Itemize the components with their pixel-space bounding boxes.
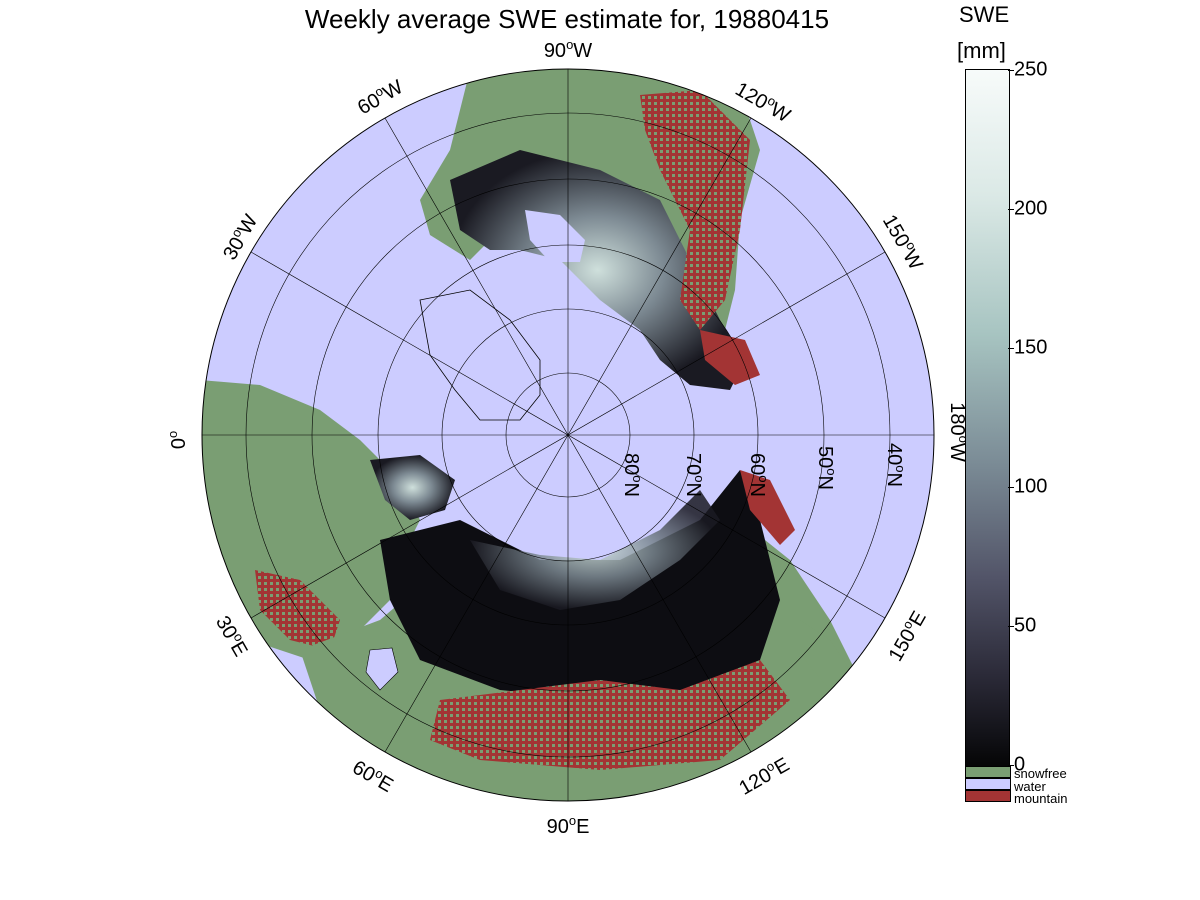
himalaya-mountain	[430, 660, 790, 770]
lon-label-90e: 90oE	[546, 813, 590, 838]
lon-label-90w: 90oW	[543, 37, 593, 62]
legend-swatch-snowfree	[965, 766, 1011, 778]
lat-label-60n: 60oN	[746, 453, 771, 497]
legend-swatch-mountain	[965, 790, 1011, 802]
siberia-deep-snow	[470, 490, 720, 610]
europe-snowfree	[202, 380, 420, 660]
graticule	[202, 69, 934, 801]
swe-colorbar	[965, 69, 1010, 767]
colorbar-unit-line2: [mm]	[957, 38, 1006, 63]
colorbar-unit-line1: SWE	[959, 2, 1010, 27]
greenland	[419, 289, 541, 421]
lat-label-70n: 70oN	[682, 453, 707, 497]
polar-map	[201, 68, 935, 802]
caspian-sea	[365, 647, 399, 691]
rockies-mountain	[640, 90, 750, 330]
lat-label-40n: 40oN	[883, 443, 908, 487]
colorbar-tick-mark	[1008, 348, 1014, 349]
colorbar-tick-mark	[1008, 209, 1014, 210]
colorbar-tick-label: 0	[1014, 753, 1026, 776]
lat-label-50n: 50oN	[814, 446, 839, 490]
hudson-bay	[525, 210, 585, 262]
lon-label-0: 0o	[165, 430, 190, 450]
colorbar-tick-label: 150	[1014, 336, 1048, 359]
colorbar-tick-mark	[1008, 765, 1014, 766]
legend-label-water: water	[1014, 779, 1046, 794]
japan	[800, 620, 850, 690]
kamchatka-mountain	[740, 470, 795, 545]
colorbar-tick-label: 200	[1014, 197, 1048, 220]
legend-label-mountain: mountain	[1014, 791, 1068, 806]
colorbar-tick-mark	[1008, 70, 1014, 71]
colorbar-tick-mark	[1008, 626, 1014, 627]
legend-swatch-water	[965, 778, 1011, 790]
colorbar-tick-label: 50	[1014, 614, 1037, 637]
map-boundary	[201, 68, 935, 802]
north-america-snowpack	[450, 150, 745, 390]
map-title: Weekly average SWE estimate for, 1988041…	[304, 4, 830, 34]
lat-label-80n: 80oN	[620, 453, 645, 497]
scandinavia-snowpack	[370, 455, 455, 520]
legend-label-snowfree: snowfree	[1014, 766, 1067, 781]
colorbar-tick-label: 100	[1014, 475, 1048, 498]
colorbar-tick-label: 250	[1014, 58, 1048, 81]
colorbar-tick-mark	[1008, 487, 1014, 488]
alaska-mountain	[700, 330, 760, 385]
